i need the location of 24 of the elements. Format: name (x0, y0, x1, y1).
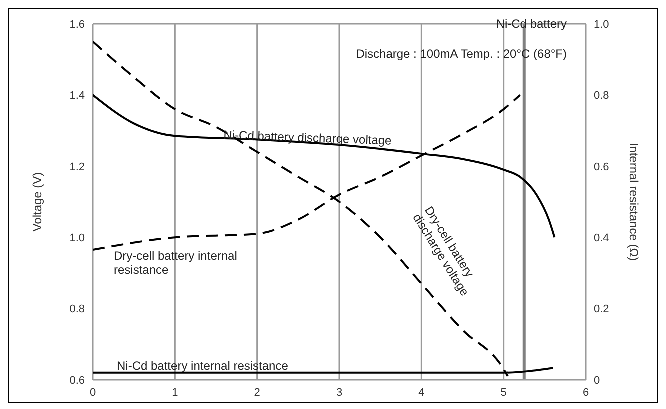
x-tick-label: 1 (172, 386, 178, 399)
y-tick-label: 1.0 (70, 232, 85, 245)
x-tick-label: 3 (336, 386, 343, 399)
x-tick-label: 5 (500, 386, 507, 399)
y-tick-label: 1.4 (70, 90, 85, 102)
x-tick-label: 0 (90, 386, 96, 399)
y2-tick-label: 1.0 (594, 18, 610, 31)
x-tick-label: 6 (582, 386, 590, 399)
y-tick-label: 0.6 (70, 374, 85, 387)
series-label: Ni-Cd battery internal resistance (117, 359, 290, 373)
y2-tick-label: 0.6 (594, 161, 610, 174)
y-axis-title: Voltage (V) (30, 172, 44, 232)
x-tick-label: 4 (418, 386, 425, 399)
annotation: Ni-Cd battery (495, 17, 568, 31)
series-label: Dry-cell battery internal resistance (114, 249, 238, 277)
y-tick-label: 1.2 (70, 161, 85, 174)
y2-tick-label: 0.2 (594, 304, 610, 316)
y2-axis-title: Internal resistance (Ω) (626, 142, 641, 262)
y-tick-label: 0.8 (70, 304, 85, 316)
y2-tick-label: 0 (594, 374, 600, 387)
y2-tick-label: 0.4 (594, 232, 610, 245)
y2-tick-label: 0.8 (594, 90, 610, 102)
y-tick-label: 1.6 (70, 18, 85, 31)
x-tick-label: 2 (254, 386, 260, 399)
